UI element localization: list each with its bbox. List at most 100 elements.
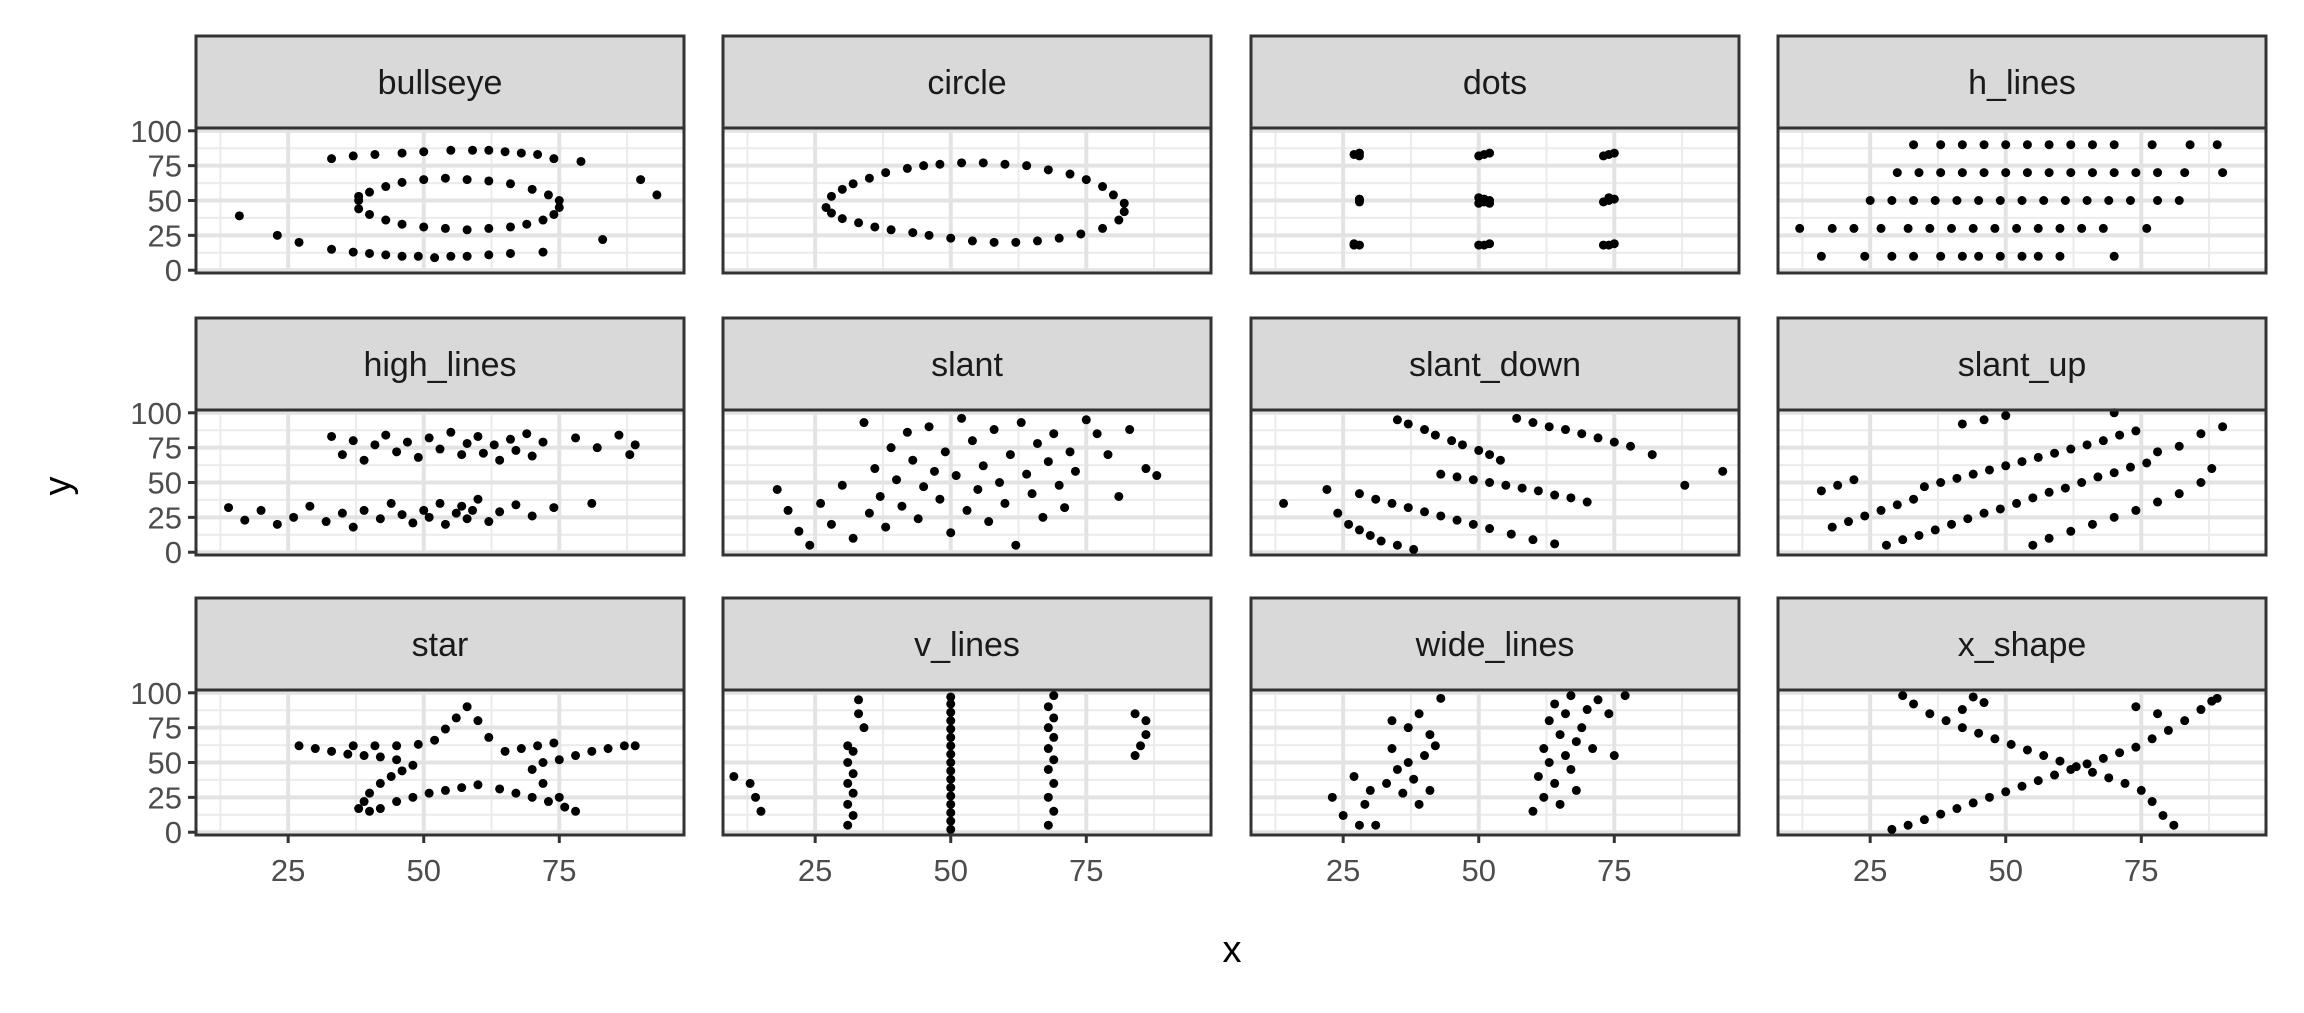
data-point (2001, 461, 2011, 471)
data-point (359, 751, 369, 761)
data-point (527, 451, 537, 461)
data-point (1054, 480, 1064, 490)
data-point (1425, 730, 1435, 740)
facet-strip (194, 34, 686, 130)
data-point (1995, 504, 2005, 514)
data-point (484, 517, 494, 527)
data-point (327, 154, 337, 164)
data-point (1430, 430, 1440, 440)
data-point (1119, 207, 1129, 217)
y-tick-label: 0 (165, 815, 182, 850)
data-point (1360, 799, 1370, 809)
data-point (354, 204, 364, 214)
data-point (951, 471, 961, 481)
data-point (854, 695, 864, 705)
data-point (1816, 251, 1826, 261)
data-point (424, 433, 434, 443)
data-point (1485, 450, 1495, 460)
y-tick-label: 75 (148, 431, 182, 466)
data-point (946, 716, 956, 726)
data-point (2033, 223, 2043, 233)
data-point (1947, 519, 1957, 529)
data-point (603, 744, 613, 754)
data-point (495, 784, 505, 794)
data-point (1539, 744, 1549, 754)
data-point (2082, 196, 2092, 205)
data-point (511, 788, 521, 798)
data-point (527, 792, 537, 802)
data-point (440, 785, 450, 795)
data-point (473, 780, 483, 790)
data-point (1876, 505, 1886, 515)
data-point (392, 447, 402, 457)
facet-strip-label: v_lines (914, 626, 1020, 664)
data-point (908, 228, 918, 238)
data-point (1333, 508, 1343, 518)
data-point (2055, 223, 2065, 233)
data-point (2185, 140, 2195, 150)
data-point (821, 202, 831, 212)
data-point (440, 724, 450, 734)
data-point (2087, 168, 2097, 178)
data-point (381, 182, 391, 192)
data-point (1795, 223, 1805, 233)
data-point (1371, 820, 1381, 830)
x-axis-label: x (1223, 929, 1242, 971)
data-point (2163, 725, 2173, 735)
data-point (1566, 764, 1576, 774)
data-point (457, 783, 467, 793)
data-point (2050, 770, 2060, 780)
data-point (619, 741, 629, 751)
data-point (2066, 526, 2076, 536)
data-point (1000, 498, 1010, 508)
data-point (1092, 429, 1102, 439)
data-point (2153, 709, 2163, 719)
data-point (946, 816, 956, 826)
data-point (892, 475, 902, 485)
data-point (1005, 450, 1015, 460)
data-point (902, 163, 912, 173)
data-point (2109, 468, 2119, 478)
data-point (397, 510, 407, 520)
data-point (1365, 530, 1375, 540)
data-point (337, 450, 347, 460)
data-point (2060, 196, 2070, 205)
facet-panel-circle: circle (721, 34, 1213, 275)
data-point (859, 418, 869, 428)
data-point (484, 176, 494, 186)
data-point (837, 184, 847, 194)
data-point (505, 179, 515, 189)
data-point (294, 237, 304, 247)
data-point (408, 792, 418, 802)
data-point (1533, 771, 1543, 781)
data-point (636, 175, 646, 185)
data-point (935, 494, 945, 504)
data-point (484, 250, 494, 260)
data-point (1414, 709, 1424, 719)
data-point (995, 478, 1005, 487)
data-point (1436, 511, 1446, 521)
data-point (2039, 751, 2049, 761)
data-point (413, 452, 423, 462)
data-point (1968, 223, 1978, 233)
data-point (875, 491, 885, 501)
data-point (365, 209, 375, 219)
data-point (843, 799, 853, 809)
data-point (1957, 140, 1967, 150)
data-point (1468, 519, 1478, 529)
data-point (348, 741, 358, 751)
data-point (1979, 140, 1989, 150)
data-point (1930, 525, 1940, 535)
data-point (2098, 436, 2108, 446)
data-point (370, 149, 380, 159)
data-point (2131, 742, 2141, 752)
data-point (2033, 251, 2043, 261)
data-point (2028, 540, 2038, 550)
data-point (1141, 730, 1151, 740)
data-point (533, 741, 543, 751)
data-point (1022, 469, 1032, 479)
data-point (946, 528, 956, 538)
data-point (1043, 744, 1053, 754)
data-point (451, 713, 461, 723)
